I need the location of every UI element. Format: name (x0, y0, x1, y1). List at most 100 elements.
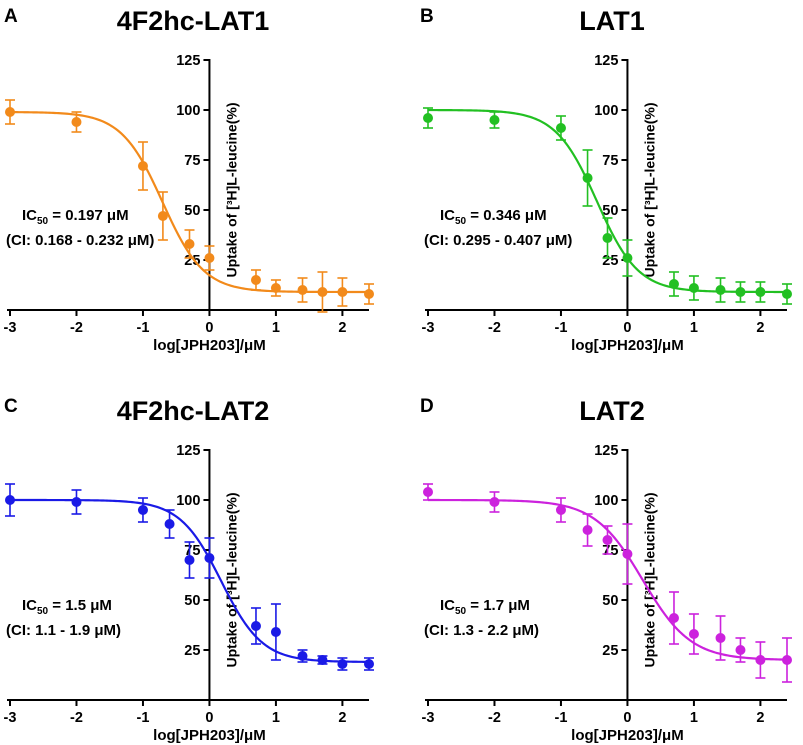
fit-curve (10, 498, 370, 663)
panel-letter: C (4, 396, 18, 417)
data-point (755, 287, 766, 297)
data-point (204, 553, 215, 563)
data-point (157, 211, 168, 221)
x-tick-label: 1 (272, 710, 280, 726)
data-point (364, 659, 374, 669)
y-tick-label: 125 (176, 443, 200, 459)
panel-title: LAT1 (579, 6, 645, 36)
data-point (71, 117, 82, 127)
x-axis-label: log[JPH203]/μM (571, 727, 684, 744)
y-tick-label: 50 (602, 593, 618, 609)
data-point (668, 279, 679, 289)
data-point (270, 627, 281, 637)
x-axis-label: log[JPH203]/μM (153, 727, 266, 744)
y-tick-label: 125 (594, 443, 618, 459)
ci-annotation: (CI: 0.168 - 0.232 μM) (6, 232, 154, 249)
data-point (668, 613, 679, 623)
data-point (489, 497, 500, 507)
x-tick-label: 1 (272, 320, 280, 336)
x-tick-label: -1 (555, 710, 568, 726)
y-tick-label: 75 (184, 153, 200, 169)
y-tick-label: 100 (176, 493, 200, 509)
y-tick-label: 50 (602, 203, 618, 219)
x-tick-label: 2 (756, 320, 764, 336)
data-point (582, 173, 593, 183)
x-tick-label: -2 (70, 320, 83, 336)
y-axis-label: Uptake of [³H]L-leucine(%) (223, 103, 239, 278)
panel-letter: D (420, 396, 434, 417)
y-tick-label: 50 (184, 203, 200, 219)
y-tick-label: 75 (602, 153, 618, 169)
x-tick-label: 1 (690, 710, 698, 726)
data-point (137, 161, 148, 171)
y-tick-label: 25 (184, 253, 200, 269)
x-tick-label: 0 (623, 710, 631, 726)
ic50-annotation: IC50 = 0.197 μM (22, 207, 129, 227)
data-point (270, 283, 281, 293)
data-point (782, 289, 792, 299)
x-tick-label: -2 (488, 320, 501, 336)
data-point (5, 107, 15, 117)
data-point (555, 505, 566, 515)
y-tick-label: 125 (176, 53, 200, 69)
data-point (622, 549, 633, 559)
y-tick-label: 25 (602, 643, 618, 659)
data-point (602, 233, 613, 243)
y-tick-label: 25 (184, 643, 200, 659)
data-point (297, 651, 308, 661)
x-tick-label: 0 (205, 320, 213, 336)
y-tick-label: 100 (594, 103, 618, 119)
ci-annotation: (CI: 1.3 - 2.2 μM) (424, 622, 539, 639)
data-point (782, 655, 792, 665)
data-point (755, 655, 766, 665)
data-point (250, 275, 261, 285)
data-point (555, 123, 566, 133)
y-tick-label: 25 (602, 253, 618, 269)
data-point (71, 497, 82, 507)
data-point (602, 535, 613, 545)
x-tick-label: -3 (422, 320, 435, 336)
ic50-annotation: IC50 = 1.7 μM (440, 597, 530, 617)
x-tick-label: -3 (422, 710, 435, 726)
x-tick-label: -1 (137, 320, 150, 336)
data-point (297, 285, 308, 295)
panel-letter: B (420, 6, 434, 27)
x-axis-label: log[JPH203]/μM (153, 337, 266, 354)
x-tick-label: 2 (756, 710, 764, 726)
panel-c: C 4F2hc-LAT2 -3 -2 -1 0 1 2 25 50 75 100 125 log[JPH2… (4, 396, 374, 744)
data-point (489, 115, 500, 125)
ic50-annotation: IC50 = 0.346 μM (440, 207, 547, 227)
y-tick-label: 50 (184, 593, 200, 609)
panel-letter: A (4, 6, 18, 27)
panel-title: LAT2 (579, 396, 645, 426)
x-tick-label: 0 (623, 320, 631, 336)
data-point (364, 289, 374, 299)
data-point (337, 287, 348, 297)
panel-a: A 4F2hc-LAT1 -3 -2 -1 0 1 2 25 50 75 100 125 log[JPH2… (4, 6, 374, 354)
data-point (184, 239, 195, 249)
panel-title: 4F2hc-LAT1 (117, 6, 270, 36)
data-point (622, 253, 633, 263)
y-tick-label: 75 (184, 543, 200, 559)
data-point (204, 253, 215, 263)
data-point (582, 525, 593, 535)
data-point (250, 621, 261, 631)
ci-annotation: (CI: 1.1 - 1.9 μM) (6, 622, 121, 639)
data-point (317, 287, 328, 297)
x-tick-label: 0 (205, 710, 213, 726)
data-point (137, 505, 148, 515)
x-tick-label: 2 (338, 710, 346, 726)
data-point (337, 659, 348, 669)
data-point (164, 519, 175, 529)
data-point (688, 629, 699, 639)
data-point (715, 285, 726, 295)
data-point (735, 287, 746, 297)
data-point (423, 487, 433, 497)
x-tick-label: 1 (690, 320, 698, 336)
data-point (5, 495, 15, 505)
x-tick-label: -3 (4, 320, 17, 336)
x-axis-label: log[JPH203]/μM (571, 337, 684, 354)
panel-d: D LAT2 -3 -2 -1 0 1 2 25 50 75 100 125 log[JPH203]/μM… (420, 396, 792, 744)
x-tick-label: -1 (555, 320, 568, 336)
